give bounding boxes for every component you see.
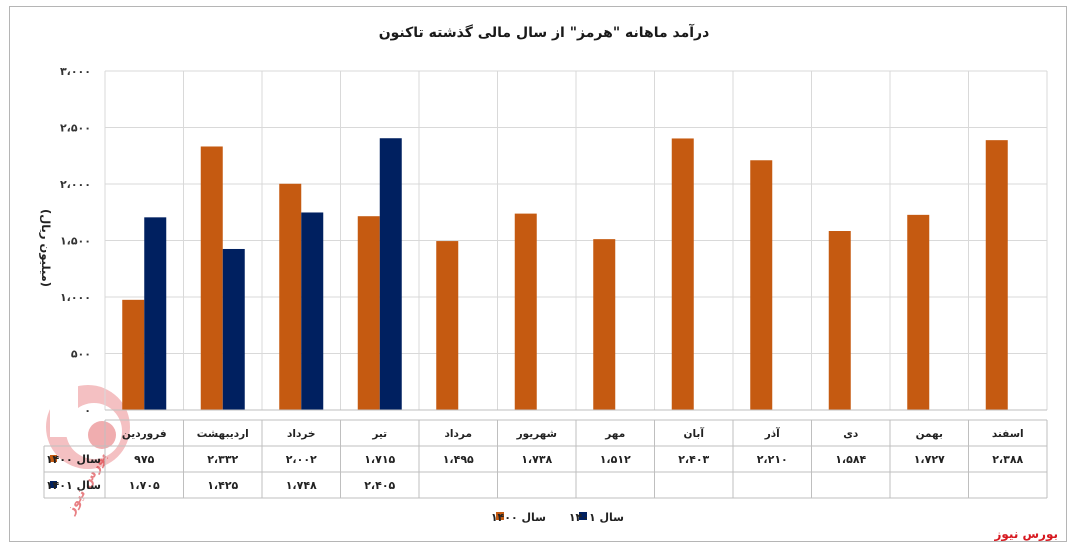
bar-1401 [222,248,245,410]
series-row-label: سال ۱۴۰۱ [46,479,101,492]
series-row-label: سال ۱۴۰۰ [46,453,101,466]
bar-1400 [279,183,302,410]
category-label: آذر [764,427,780,440]
category-label: دی [843,428,859,440]
legend-label: سال ۱۴۰۰ [491,511,546,524]
gridlines [104,70,1048,411]
category-label: خرداد [287,428,315,440]
data-label: ۲،۴۰۵ [364,479,395,492]
y-tick-label: ۲،۰۰۰ [60,178,91,191]
data-label: ۲،۳۸۸ [992,453,1023,466]
bar-1400 [671,138,694,410]
data-label: ۱،۷۲۷ [914,453,945,466]
bar-1400 [514,213,537,410]
bar-1400 [122,299,145,410]
category-label: بهمن [916,428,943,440]
bar-1400 [593,239,616,410]
bar-1400 [750,160,773,410]
bar-1400 [357,216,380,410]
category-label: تیر [371,428,387,440]
bar-1400 [200,146,223,410]
category-label: فروردین [122,428,167,440]
series-key-swatch [50,455,57,462]
data-label: ۲،۴۰۳ [678,453,709,466]
data-label: ۱،۵۱۲ [600,453,631,466]
y-tick-label: ۱،۰۰۰ [60,291,91,304]
category-label: آبان [684,427,705,440]
bar-1400 [828,231,851,410]
y-tick-label: ۰ [84,404,91,417]
data-label: ۱،۵۸۴ [835,453,866,466]
bar-1401 [379,138,402,411]
legend-label: سال ۱۴۰۱ [569,511,624,524]
data-label: ۱،۷۴۸ [286,479,317,492]
bar-1400 [985,140,1008,410]
series-key-swatch [50,481,57,488]
watermark-logo-icon [46,377,130,469]
data-label: ۱،۷۳۸ [521,453,552,466]
legend-swatch [579,512,587,520]
category-label: مهر [604,428,625,440]
data-label: ۱،۷۰۵ [129,479,160,492]
category-label: مرداد [445,428,472,440]
bars [122,138,1008,411]
y-tick-label: ۵۰۰ [71,348,91,361]
y-tick-label: ۲،۵۰۰ [60,122,91,135]
category-label: اردیبهشت [197,428,249,440]
chart-canvas: درآمد ماهانه "هرمز" از سال مالی گذشته تا… [38,23,1058,542]
chart-frame: درآمد ماهانه "هرمز" از سال مالی گذشته تا… [9,6,1067,542]
bar-1400 [907,214,930,410]
data-label: ۱،۴۹۵ [443,453,474,466]
data-label: ۲،۳۳۲ [207,453,238,466]
y-axis-label: (میلیون ریال) [38,209,53,287]
y-axis-ticks: ۰ ۵۰۰ ۱،۰۰۰ ۱،۵۰۰ ۲،۰۰۰ ۲،۵۰۰ ۳،۰۰۰ [60,65,91,417]
data-label: ۲،۲۱۰ [757,453,788,466]
site-brand: بورس نیوز [993,527,1058,542]
data-label: ۱،۴۲۵ [207,479,238,492]
y-tick-label: ۱،۵۰۰ [60,235,91,248]
data-label: ۱،۷۱۵ [364,453,395,466]
category-label: اسفند [992,428,1024,440]
data-label: ۹۷۵ [134,453,154,466]
bar-1401 [301,212,324,410]
legend-swatch [496,512,504,520]
data-label: ۲،۰۰۲ [286,453,317,466]
chart-title: درآمد ماهانه "هرمز" از سال مالی گذشته تا… [379,23,710,41]
data-table: فروردین اردیبهشت خرداد تیر مرداد شهریور مهر آبا… [43,409,1048,499]
legend: سال ۱۴۰۰ سال ۱۴۰۱ [491,511,624,524]
bar-1401 [144,217,167,410]
category-label: شهریور [516,428,557,440]
bar-1400 [436,241,459,410]
y-tick-label: ۳،۰۰۰ [60,65,91,78]
